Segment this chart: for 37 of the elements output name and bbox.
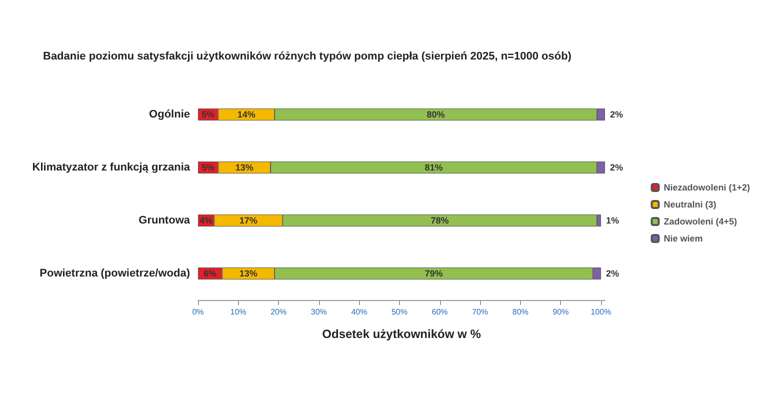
data-label: 2% <box>610 162 624 172</box>
data-label: 17% <box>239 216 258 226</box>
x-tick-label: 80% <box>512 308 528 316</box>
y-tick-label: Klimatyzator z funkcją grzania <box>32 162 191 174</box>
legend-label: Niezadowoleni (1+2) <box>664 182 750 192</box>
data-label: 81% <box>424 162 443 172</box>
x-tick-label: 0% <box>192 308 204 316</box>
x-tick-label: 40% <box>351 308 368 316</box>
data-label: 78% <box>430 216 449 226</box>
y-tick-label: Powietrzna (powietrze/woda) <box>40 268 190 280</box>
data-label: 2% <box>610 110 624 120</box>
data-label: 5% <box>202 162 215 172</box>
legend-label: Zadowoleni (4+5) <box>664 216 737 226</box>
x-tick-label: 10% <box>230 308 246 316</box>
x-axis-title: Odsetek użytkowników w % <box>322 327 482 341</box>
y-tick-label: Ogólnie <box>149 108 190 120</box>
data-label: 80% <box>426 110 445 120</box>
data-label: 14% <box>237 110 256 120</box>
data-label: 5% <box>202 110 215 120</box>
data-label: 13% <box>239 268 258 278</box>
data-label: 4% <box>200 216 213 226</box>
x-tick-label: 50% <box>391 308 408 316</box>
x-tick-label: 30% <box>310 308 327 316</box>
legend-label: Neutralni (3) <box>664 200 716 210</box>
data-label: 6% <box>204 268 217 278</box>
x-tick-label: 20% <box>270 308 287 316</box>
x-tick-label: 100% <box>590 308 612 316</box>
legend-label: Nie wiem <box>664 234 703 244</box>
chart-title: Badanie poziomu satysfakcji użytkowników różnych typów pomp ciepła (sierpień 2025, n=1000 osób) <box>43 50 572 62</box>
data-label: 13% <box>235 162 254 172</box>
x-tick-label: 90% <box>552 308 569 316</box>
x-tick-label: 60% <box>432 308 448 316</box>
data-label: 79% <box>424 268 443 278</box>
x-tick-label: 70% <box>472 308 488 316</box>
y-tick-label: Gruntowa <box>138 214 191 226</box>
data-label: 1% <box>606 216 619 226</box>
data-label: 2% <box>606 268 619 278</box>
